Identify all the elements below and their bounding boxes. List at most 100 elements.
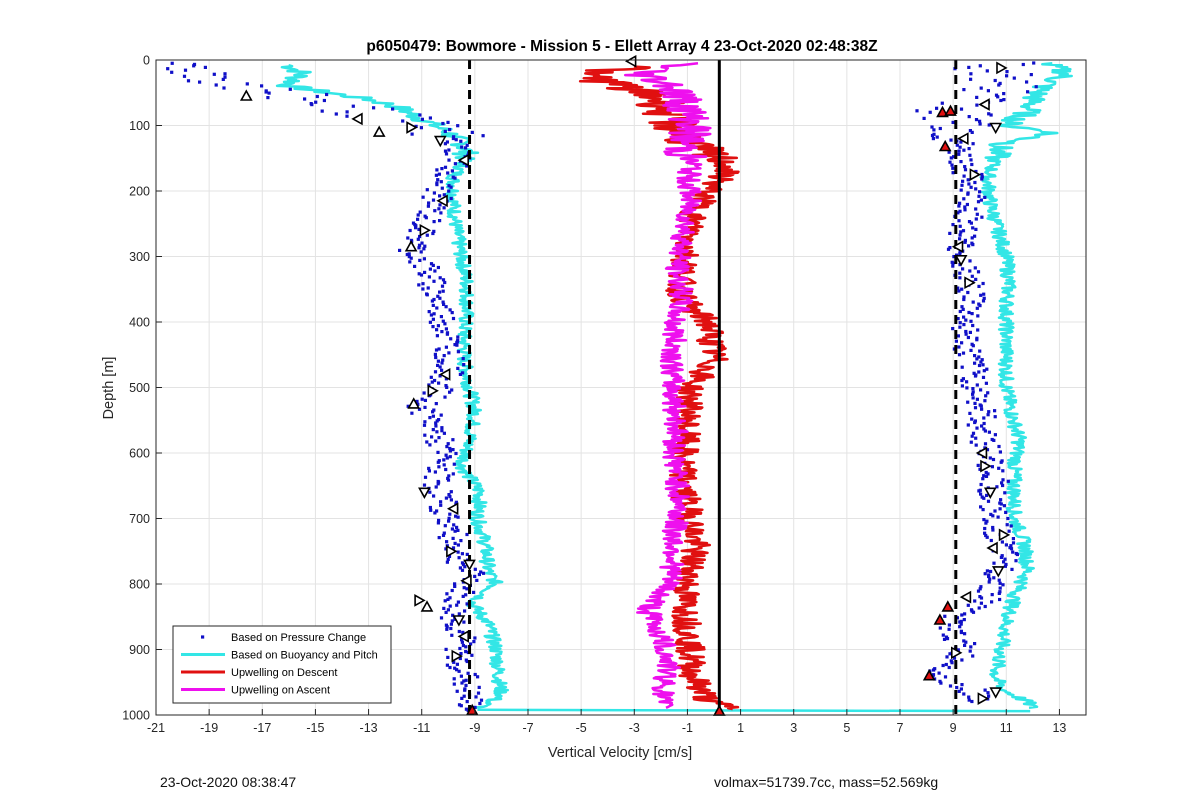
pressure-point [949, 156, 953, 160]
pressure-point [425, 188, 429, 192]
x-tick-label: -1 [682, 721, 693, 735]
pressure-point [431, 263, 435, 267]
pressure-point [462, 586, 466, 590]
pressure-point [417, 407, 422, 411]
pressure-point [463, 609, 467, 613]
pressure-point [1014, 559, 1018, 563]
pressure-point [463, 688, 467, 692]
pressure-point [266, 96, 270, 100]
triangle-marker [419, 223, 432, 237]
triangle-marker [964, 276, 976, 290]
pressure-point [943, 675, 948, 679]
triangle-marker [991, 566, 1005, 578]
triangle-marker [950, 646, 963, 660]
legend-swatch-points [201, 635, 205, 639]
pressure-point [372, 106, 376, 110]
pressure-point [462, 363, 466, 367]
pressure-point [973, 234, 977, 238]
pressure-point [434, 355, 438, 360]
pressure-point [460, 552, 464, 556]
pressure-point [985, 535, 989, 539]
pressure-point [214, 83, 218, 87]
pressure-point [439, 315, 443, 319]
pressure-point [979, 86, 983, 90]
pressure-point [436, 521, 440, 525]
pressure-point [442, 531, 446, 535]
pressure-point [978, 467, 982, 471]
pressure-point [958, 233, 962, 237]
pressure-point [442, 354, 446, 358]
pressure-point [1005, 523, 1009, 527]
pressure-point [314, 100, 318, 104]
pressure-point [441, 319, 445, 323]
pressure-point [433, 209, 437, 213]
pressure-point [444, 647, 448, 651]
pressure-point [410, 411, 414, 415]
pressure-point [955, 616, 959, 620]
pressure-point [417, 272, 421, 276]
pressure-point [973, 401, 977, 405]
pressure-point [448, 665, 452, 670]
triangle-marker [941, 600, 955, 612]
pressure-point [959, 622, 963, 626]
pressure-point [973, 599, 977, 603]
pressure-point [962, 692, 966, 696]
pressure-point [1006, 479, 1010, 483]
pressure-point [445, 540, 449, 544]
legend-entry-label: Upwelling on Descent [231, 667, 337, 679]
x-tick-label: -7 [522, 721, 533, 735]
pressure-point [998, 507, 1002, 511]
x-tick-label: -5 [576, 721, 587, 735]
pressure-point [983, 688, 987, 692]
pressure-point [433, 511, 437, 515]
pressure-point [993, 409, 997, 413]
pressure-point [449, 622, 453, 626]
pressure-point [457, 629, 461, 634]
pressure-point [432, 229, 436, 233]
pressure-point [990, 593, 994, 597]
pressure-point [437, 381, 441, 385]
pressure-point [473, 672, 477, 677]
pressure-point [406, 404, 410, 408]
pressure-point [439, 180, 443, 184]
pressure-point [430, 380, 434, 384]
pressure-point [456, 366, 460, 370]
pressure-point [998, 586, 1002, 590]
pressure-point [449, 498, 453, 502]
pressure-point [997, 578, 1001, 582]
pressure-point [966, 290, 970, 295]
pressure-point [429, 313, 433, 317]
pressure-point [989, 538, 993, 543]
pressure-point [979, 492, 983, 496]
pressure-point [461, 630, 465, 634]
pressure-point [938, 126, 942, 131]
pressure-point [447, 148, 451, 152]
pressure-point [427, 310, 431, 314]
pressure-point [990, 465, 994, 469]
pressure-point [443, 129, 447, 133]
pressure-point [472, 640, 476, 644]
pressure-point [438, 194, 442, 198]
pressure-point [982, 296, 986, 300]
pressure-point [434, 348, 439, 352]
pressure-point [992, 438, 996, 442]
pressure-point [958, 252, 962, 256]
pressure-point [407, 252, 411, 256]
pressure-point [975, 426, 979, 430]
pressure-point [436, 294, 440, 298]
pressure-point [444, 345, 448, 349]
x-tick-label: 5 [843, 721, 850, 735]
pressure-point [416, 237, 420, 241]
triangle-marker [460, 574, 472, 588]
pressure-point [1001, 469, 1005, 473]
pressure-point [980, 424, 984, 428]
pressure-point [440, 186, 444, 190]
pressure-point [966, 603, 970, 607]
pressure-point [482, 571, 486, 575]
pressure-point [458, 566, 462, 570]
pressure-point [416, 217, 420, 221]
pressure-point [438, 374, 442, 378]
pressure-point [441, 533, 446, 537]
pressure-point [444, 305, 448, 309]
